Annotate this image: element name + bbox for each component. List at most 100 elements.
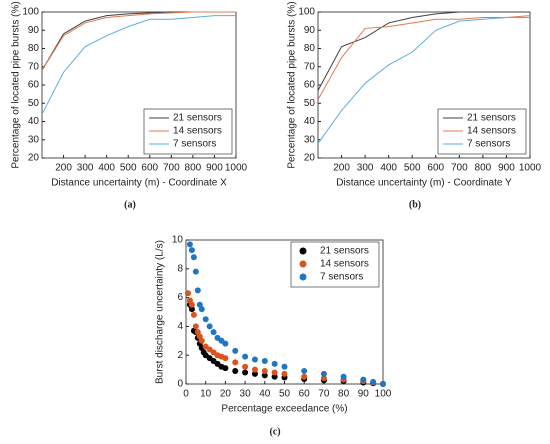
y-tick-label: 2	[177, 350, 183, 361]
y-tick-label: 80	[28, 43, 40, 54]
legend-swatch	[299, 260, 307, 268]
scatter-point	[190, 311, 197, 318]
scatter-point	[360, 376, 367, 383]
y-tick-label: 30	[28, 134, 40, 145]
scatter-point	[370, 378, 377, 385]
x-tick-label: 80	[338, 389, 350, 400]
x-tick-label: 600	[141, 163, 158, 174]
scatter-point	[186, 241, 193, 248]
y-tick-label: 20	[28, 153, 40, 164]
y-tick-label: 0	[177, 379, 183, 390]
legend-label: 14 sensors	[320, 259, 369, 270]
scatter-point	[206, 323, 213, 330]
scatter-point	[320, 375, 327, 382]
scatter-point	[261, 357, 268, 364]
legend-swatch	[299, 247, 307, 255]
scatter-point	[192, 268, 199, 275]
x-tick-label: 500	[404, 163, 421, 174]
x-tick-label: 300	[357, 163, 374, 174]
legend-label: 7 sensors	[173, 139, 216, 150]
legend-label: 14 sensors	[173, 126, 222, 137]
y-axis-label: Percentage of located pipe bursts (%)	[11, 1, 22, 168]
x-tick-label: 20	[220, 389, 232, 400]
x-tick-label: 10	[200, 389, 212, 400]
scatter-point	[251, 366, 258, 373]
scatter-point	[198, 337, 205, 344]
x-tick-label: 500	[120, 163, 137, 174]
x-tick-label: 200	[55, 163, 72, 174]
scatter-point	[251, 356, 258, 363]
scatter-point	[222, 355, 229, 362]
scatter-point	[271, 373, 278, 380]
scatter-point	[194, 287, 201, 294]
legend-label: 21 sensors	[320, 246, 369, 257]
series-line	[41, 15, 236, 115]
scatter-point	[301, 368, 308, 375]
scatter-point	[222, 340, 229, 347]
x-tick-label: 1000	[225, 163, 248, 174]
scatter-point	[242, 369, 249, 376]
caption: (c)	[269, 426, 280, 437]
x-tick-label: 800	[185, 163, 202, 174]
y-tick-label: 70	[304, 61, 316, 72]
x-tick-label: 0	[183, 389, 189, 400]
x-tick-label: 900	[498, 163, 515, 174]
y-axis-label: Percentage of located pipe bursts (%)	[287, 1, 298, 168]
x-tick-label: 1000	[519, 163, 542, 174]
legend-label: 7 sensors	[467, 139, 510, 150]
x-tick-label: 400	[98, 163, 115, 174]
scatter-point	[271, 360, 278, 367]
scatter-point	[188, 247, 195, 254]
x-tick-label: 30	[240, 389, 252, 400]
scatter-point	[188, 301, 195, 308]
caption: (a)	[124, 199, 136, 210]
scatter-point	[190, 254, 197, 261]
y-tick-label: 100	[298, 7, 315, 18]
legend-label: 21 sensors	[467, 113, 516, 124]
scatter-point	[210, 329, 217, 336]
x-axis-label: Distance uncertainty (m) - Coordinate Y	[336, 178, 512, 189]
x-tick-label: 100	[375, 389, 392, 400]
y-tick-label: 50	[28, 98, 40, 109]
y-tick-label: 6	[177, 292, 183, 303]
x-tick-label: 200	[333, 163, 350, 174]
series-line	[41, 11, 236, 71]
scatter-point	[242, 363, 249, 370]
y-tick-label: 8	[177, 263, 183, 274]
x-axis-label: Distance uncertainty (m) - Coordinate X	[51, 178, 227, 189]
scatter-point	[271, 369, 278, 376]
scatter-point	[340, 373, 347, 380]
y-tick-label: 20	[304, 153, 316, 164]
caption: (b)	[409, 199, 421, 210]
y-tick-label: 40	[304, 116, 316, 127]
y-tick-label: 60	[304, 80, 316, 91]
scatter-point	[202, 316, 209, 323]
y-tick-label: 80	[304, 43, 316, 54]
y-tick-label: 10	[172, 235, 184, 246]
scatter-point	[192, 323, 199, 330]
x-tick-label: 40	[259, 389, 271, 400]
scatter-point	[251, 370, 258, 377]
series-line	[317, 11, 530, 91]
x-tick-label: 700	[163, 163, 180, 174]
x-tick-label: 90	[358, 389, 370, 400]
scatter-point	[222, 365, 229, 372]
x-tick-label: 70	[318, 389, 330, 400]
x-tick-label: 400	[380, 163, 397, 174]
scatter-point	[242, 353, 249, 360]
y-axis-label: Burst discharge uncertainty (L/s)	[155, 240, 166, 384]
x-tick-label: 60	[299, 389, 311, 400]
scatter-point	[380, 381, 386, 387]
scatter-point	[281, 370, 288, 377]
y-tick-label: 50	[304, 98, 316, 109]
scatter-point	[232, 359, 239, 366]
y-tick-label: 90	[28, 25, 40, 36]
y-tick-label: 40	[28, 116, 40, 127]
scatter-point	[184, 290, 191, 297]
y-tick-label: 30	[304, 134, 316, 145]
legend-swatch	[299, 273, 307, 281]
y-tick-label: 70	[28, 61, 40, 72]
legend-label: 21 sensors	[173, 113, 222, 124]
series-line	[317, 16, 530, 144]
